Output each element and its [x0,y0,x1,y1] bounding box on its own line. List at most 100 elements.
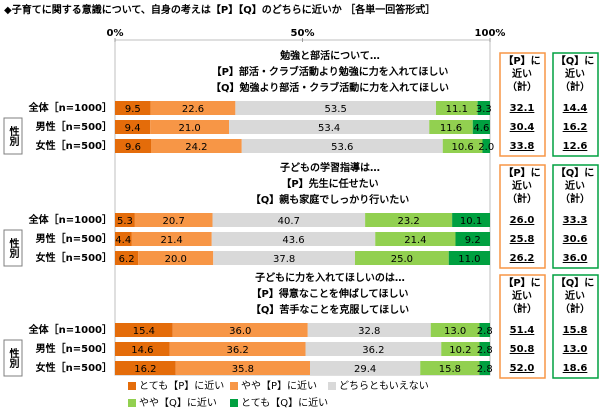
question-text: 【P】先生に任せたい [281,177,378,190]
bar-segment [150,101,236,115]
side-label: 性別 [7,125,20,147]
value-label: 53.5 [325,104,347,115]
value-label: 9.5 [125,104,141,115]
value-label: 2.8 [477,364,493,375]
q-total: 12.6 [563,141,588,152]
q-total-box [552,274,599,379]
bar-segment [455,232,490,246]
x-tick-label: 0% [107,28,124,39]
q-total: 16.2 [563,122,588,133]
chart-title: ◆子育てに関する意識について、自身の考えは【P】【Q】のどちらに近いか ［各単一… [4,3,435,16]
side-label-box [3,117,23,155]
value-label: 36.0 [229,326,251,337]
side-label-box [3,229,23,267]
y-tick-label: 男性［n=500］ [36,120,112,133]
bar-segment [479,323,490,337]
bar-segment [430,323,480,337]
side-label: 性別 [7,347,20,369]
p-total: 51.4 [510,325,535,336]
q-total: 33.3 [563,215,588,226]
bar-segment [241,139,443,153]
bar-segment [441,342,480,356]
question-text: 【Q】勉強より部活・クラブ活動に力を入れてほしい [211,81,449,94]
value-label: 10.2 [449,345,471,356]
y-tick-label: 全体［n=1000］ [28,213,112,226]
value-label: 20.0 [165,254,187,265]
y-tick-label: 女性［n=500］ [36,139,112,152]
value-label: 2.8 [477,345,493,356]
bar-segment [235,101,436,115]
question-text: 子どもに力を入れてほしいのは… [255,271,405,284]
value-label: 11.0 [458,254,480,265]
value-label: 25.0 [391,254,413,265]
side-label: 性別 [7,237,20,259]
bar-segment [131,232,212,246]
question-text: 子どもの学習指導は… [280,161,380,174]
question-text: 【Q】親も家庭でしっかり行いたい [251,193,410,206]
bar-segment [115,251,139,265]
p-total: 26.0 [510,215,535,226]
bar-segment [211,232,376,246]
bar-segment [115,361,176,375]
p-total: 52.0 [510,363,535,374]
bar-segment [355,251,449,265]
side-label-box [3,339,23,377]
bar-segment [436,101,478,115]
value-label: 40.7 [278,216,300,227]
x-tick-label: 100% [475,28,506,39]
value-label: 11.1 [446,104,468,115]
y-tick-label: 全体［n=1000］ [28,101,112,114]
q-total-header: 近い [565,179,585,192]
value-label: 6.2 [119,254,135,265]
q-total: 18.6 [563,363,588,374]
q-total-header: 近い [565,289,585,302]
q-total: 15.8 [563,325,588,336]
value-label: 9.2 [465,235,481,246]
value-label: 36.2 [226,345,248,356]
q-total-header: 【Q】に [556,54,595,67]
y-tick-label: 男性［n=500］ [36,232,112,245]
p-total-header: 【P】に [503,54,540,67]
bar-segment [151,139,242,153]
bar-segment [115,323,173,337]
q-total: 14.4 [563,103,588,114]
y-tick-label: 全体［n=1000］ [28,323,112,336]
p-total-box [499,164,546,269]
bar-segment [212,213,366,227]
bar-segment [429,120,473,134]
value-label: 22.6 [182,104,204,115]
bar-segment [169,342,306,356]
bar-segment [448,251,490,265]
legend-label: とても【P】に近い [139,379,224,392]
bar-segment [172,323,308,337]
bar-segment [305,342,442,356]
value-label: 23.2 [397,216,419,227]
bar-segment [365,213,453,227]
bar-segment [115,139,151,153]
value-label: 3.3 [476,104,492,115]
q-total: 13.0 [563,344,588,355]
x-tick-label: 50% [291,28,315,39]
value-label: 2.0 [478,142,494,153]
q-total: 30.6 [563,234,588,245]
question-text: 勉強と部活について… [279,49,380,62]
q-total-header: 【Q】に [556,166,595,179]
value-label: 15.4 [133,326,155,337]
q-total-box [552,164,599,269]
p-total: 30.4 [510,122,535,133]
value-label: 24.2 [185,142,207,153]
bar-segment [150,120,229,134]
value-label: 5.3 [117,216,133,227]
p-total: 32.1 [510,103,535,114]
value-label: 36.2 [362,345,384,356]
bar-segment [138,251,214,265]
q-total-header: （計） [560,192,590,205]
p-total-box [499,52,546,157]
value-label: 13.0 [444,326,466,337]
p-total-header: （計） [507,302,537,315]
bar-segment [420,361,480,375]
value-label: 4.6 [473,123,489,134]
question-text: 【Q】苦手なことを克服してほしい [251,303,409,316]
value-label: 10.6 [451,142,473,153]
